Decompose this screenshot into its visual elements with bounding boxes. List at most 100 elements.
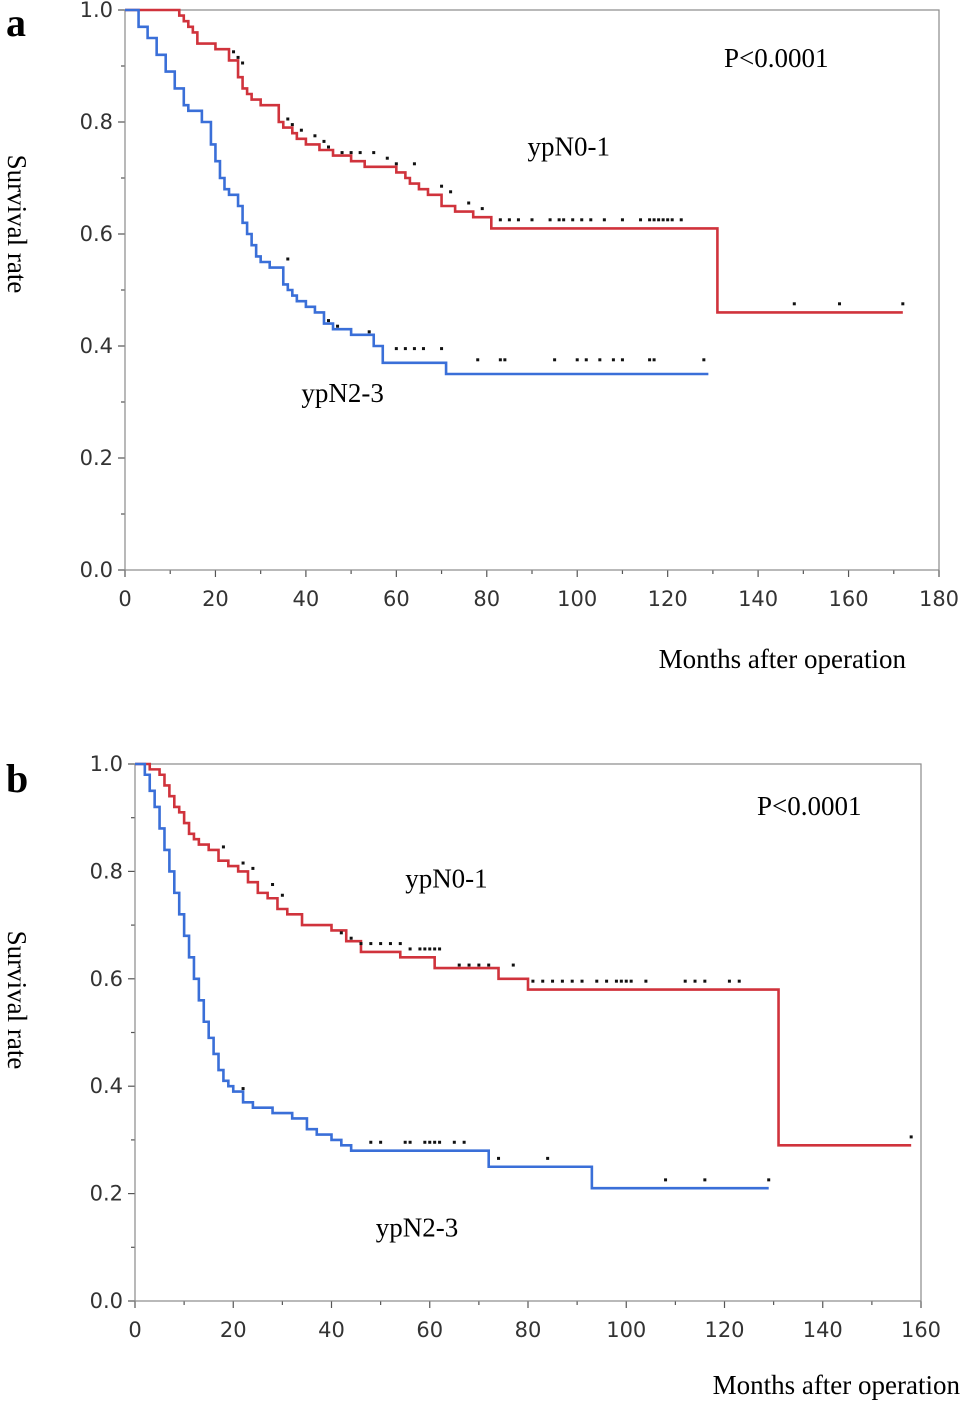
panel-b-ypn0-1-censor-mark	[438, 947, 442, 951]
panel-b-y-axis-title: Survival rate	[2, 931, 32, 1070]
panel-a-x-tick-label: 160	[829, 587, 869, 611]
panel-a-ypn2-3-censor-mark	[584, 358, 588, 362]
panel-a-ypn0-1-censor-mark	[299, 128, 303, 132]
panel-b-x-tick-label: 60	[416, 1318, 443, 1342]
panel-a-y-tick-label: 0.4	[80, 334, 113, 358]
panel-a-ypn0-1-censor-mark	[286, 117, 290, 121]
panel-b-y-tick-label: 0.0	[90, 1289, 123, 1313]
panel-a-ypn0-1-censor-mark	[548, 218, 552, 222]
panel-a-plot-frame	[124, 9, 940, 571]
panel-b-x-tick-label: 160	[901, 1318, 941, 1342]
panel-a-ypn2-3-censor-mark	[611, 358, 615, 362]
panel-b-x-tick-label: 80	[515, 1318, 542, 1342]
panel-b-pvalue: P<0.0001	[757, 791, 862, 821]
panel-a-ypn2-3-censor-mark	[421, 347, 425, 351]
panel-a-ypn0-1-censor-mark	[571, 218, 575, 222]
panel-b-x-tick-label: 100	[606, 1318, 646, 1342]
panel-a-ypn0-1-censor-mark	[657, 218, 661, 222]
panel-a-ypn0-1-censor-mark	[792, 302, 796, 306]
panel-b-ypn0-1-censor-mark	[339, 931, 343, 935]
panel-b-ypn2-3-censor-mark	[369, 1140, 373, 1144]
panel-b-y-tick-label: 0.6	[90, 967, 123, 991]
panel-a-ypn0-1-censor-mark	[385, 156, 389, 160]
panel-a-pvalue: P<0.0001	[724, 43, 829, 73]
panel-b-x-tick-label: 0	[128, 1318, 141, 1342]
panel-b-ypn2-3-censor-mark	[462, 1140, 466, 1144]
panel-a-x-tick-label: 80	[473, 587, 500, 611]
panel-b-ypn2-3-survival-curve	[135, 762, 769, 1190]
panel-b-ypn0-1-censor-mark	[693, 979, 697, 983]
panel-b-ypn0-1-censor-mark	[727, 979, 731, 983]
panel-a-ypn0-1-censor-mark	[589, 218, 593, 222]
panel-b-ypn2-3-censor-mark	[452, 1140, 456, 1144]
panel-a-ypn2-3-censor-mark	[412, 347, 416, 351]
panel-a-ypn2-3-censor-mark	[598, 358, 602, 362]
panel-b-ypn0-1-censor-mark	[570, 979, 574, 983]
panel-b-ypn0-1-censor-mark	[703, 979, 707, 983]
panel-a-x-axis-title: Months after operation	[659, 644, 907, 674]
panel-b-ypn0-1-censor-mark	[644, 979, 648, 983]
panel-b-ypn2-3-label: ypN2-3	[376, 1213, 459, 1243]
panel-a-ypn2-3-censor-mark	[498, 358, 502, 362]
panel-a-ypn0-1-censor-mark	[562, 218, 566, 222]
panel-a-ypn0-1-censor-mark	[340, 151, 344, 155]
panel-b-y-tick-label: 0.4	[90, 1074, 123, 1098]
panel-a-ypn0-1-censor-mark	[313, 134, 317, 138]
panel-a-ypn0-1-censor-mark	[639, 218, 643, 222]
panel-b-ypn0-1-censor-mark	[531, 979, 535, 983]
panel-a: a 0 20 40 60 80 100 120 140 160 180 0.0 0.2 0.4 0.6 0.…	[2, 0, 959, 674]
panel-a-x-tick-label: 20	[202, 587, 229, 611]
panel-b-ypn0-1-censor-mark	[560, 979, 564, 983]
panel-b-ypn2-3-censor-mark	[664, 1178, 668, 1182]
panel-b-ypn0-1-censor-mark	[423, 947, 427, 951]
panel-b-ypn0-1-censor-mark	[349, 936, 353, 940]
panel-a-y-tick-label: 0.6	[80, 222, 113, 246]
panel-a-x-tick-label: 100	[557, 587, 597, 611]
panel-a-ypn2-3-censor-mark	[503, 358, 507, 362]
panel-a-letter: a	[6, 0, 26, 45]
panel-b-y-tick-label: 1.0	[90, 752, 123, 776]
panel-a-ypn0-1-survival-curve	[125, 8, 903, 314]
panel-b-ypn0-1-censor-mark	[511, 963, 515, 967]
panel-a-y-tick-label: 1.0	[80, 0, 113, 22]
panel-b-ypn0-1-censor-mark	[251, 866, 255, 870]
panel-b-ypn2-3-censor-mark	[546, 1156, 550, 1160]
panel-a-y-tick-label: 0.8	[80, 110, 113, 134]
panel-a-y-tick-label: 0.0	[80, 558, 113, 582]
panel-a-ypn0-1-censor-mark	[580, 218, 584, 222]
panel-b-ypn0-1-censor-mark	[433, 947, 437, 951]
panel-b-ypn0-1-censor-mark	[359, 942, 363, 946]
panel-b-ypn2-3-censor-mark	[403, 1140, 407, 1144]
panel-a-x-tick-label: 0	[118, 587, 131, 611]
panel-b-ypn0-1-censor-mark	[241, 861, 245, 865]
panel-b-ypn0-1-censor-mark	[477, 963, 481, 967]
panel-b-ypn0-1-censor-mark	[457, 963, 461, 967]
panel-a-ypn2-3-censor-mark	[476, 358, 480, 362]
panel-b-ypn0-1-censor-mark	[280, 893, 284, 897]
panel-a-ypn0-1-censor-mark	[602, 218, 606, 222]
panel-b-x-tick-label: 40	[318, 1318, 345, 1342]
panel-a-ypn0-1-censor-mark	[440, 184, 444, 188]
panel-a-ypn0-1-censor-mark	[358, 151, 362, 155]
panel-a-ypn0-1-censor-mark	[467, 201, 471, 205]
panel-a-ypn2-3-censor-mark	[327, 319, 330, 323]
panel-a-ypn0-1-censor-mark	[372, 151, 376, 155]
panel-b-plot-frame	[134, 763, 922, 1302]
panel-a-ypn0-1-censor-mark	[516, 218, 520, 222]
panel-b-letter: b	[6, 756, 28, 801]
panel-b-ypn2-3-censor-mark	[433, 1140, 437, 1144]
panel-a-ypn0-1-label: ypN0-1	[527, 132, 610, 162]
panel-a-ypn0-1-censor-mark	[290, 123, 294, 127]
panel-b-ypn2-3-censor-mark	[767, 1178, 771, 1182]
panel-b-ypn2-3-censor-mark	[438, 1140, 442, 1144]
panel-b-ypn2-3-censor-mark	[703, 1178, 707, 1182]
panel-b-ypn0-1-censor-mark	[595, 979, 599, 983]
panel-b-ypn0-1-censor-mark	[541, 979, 545, 983]
panel-b-ypn0-1-censor-mark	[221, 845, 225, 849]
panel-b-ypn2-3-censor-mark	[497, 1156, 501, 1160]
panel-b-ypn0-1-censor-mark	[737, 979, 741, 983]
panel-b-ypn0-1-censor-mark	[418, 947, 422, 951]
panel-b-ypn0-1-label: ypN0-1	[405, 864, 488, 894]
panel-a-ypn2-3-survival-curve	[125, 8, 709, 376]
panel-a-ypn2-3-censor-mark	[367, 330, 371, 334]
